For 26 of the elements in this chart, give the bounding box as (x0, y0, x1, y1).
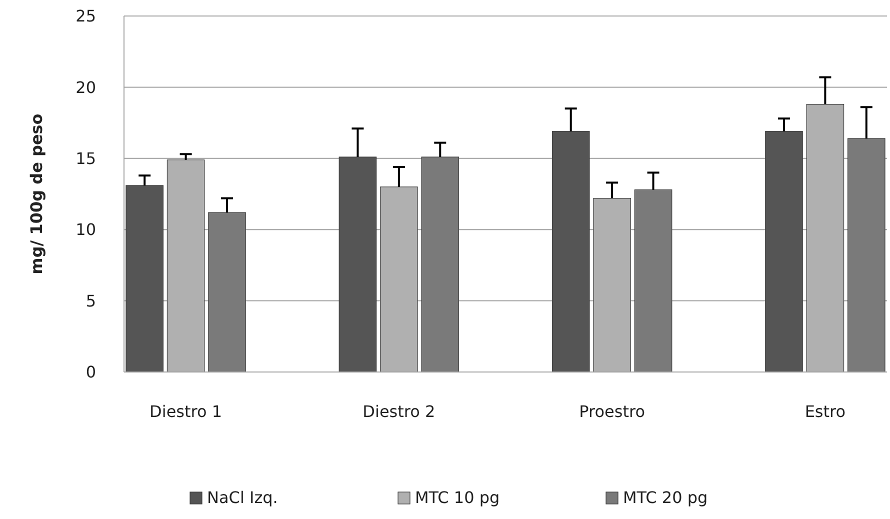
x-tick-label: Diestro 2 (362, 402, 436, 421)
x-tick-label: Estro (804, 402, 846, 421)
y-tick-label: 15 (76, 149, 96, 168)
legend-label: MTC 20 pg (623, 488, 708, 507)
bar (634, 189, 672, 372)
y-tick-label: 10 (76, 220, 96, 240)
y-tick-label: 25 (76, 6, 96, 26)
bar (806, 104, 844, 372)
y-tick-label: 20 (76, 78, 96, 97)
legend-label: MTC 10 pg (415, 488, 500, 507)
bar (421, 156, 460, 372)
y-axis-title: mg/ 100g de peso (27, 114, 46, 274)
y-tick-label: 5 (86, 291, 96, 310)
bar (338, 156, 377, 372)
x-tick-label: Diestro 1 (150, 402, 222, 421)
legend-label: NaCl Izq. (207, 488, 278, 507)
bar (380, 186, 418, 372)
x-tick-label: Proestro (579, 402, 645, 421)
y-tick-label: 0 (86, 362, 96, 382)
bar (208, 212, 246, 372)
bar (166, 160, 205, 372)
bar (126, 185, 164, 372)
bar (593, 198, 631, 372)
bar (552, 131, 590, 372)
bar (765, 131, 803, 372)
bar (847, 138, 886, 372)
